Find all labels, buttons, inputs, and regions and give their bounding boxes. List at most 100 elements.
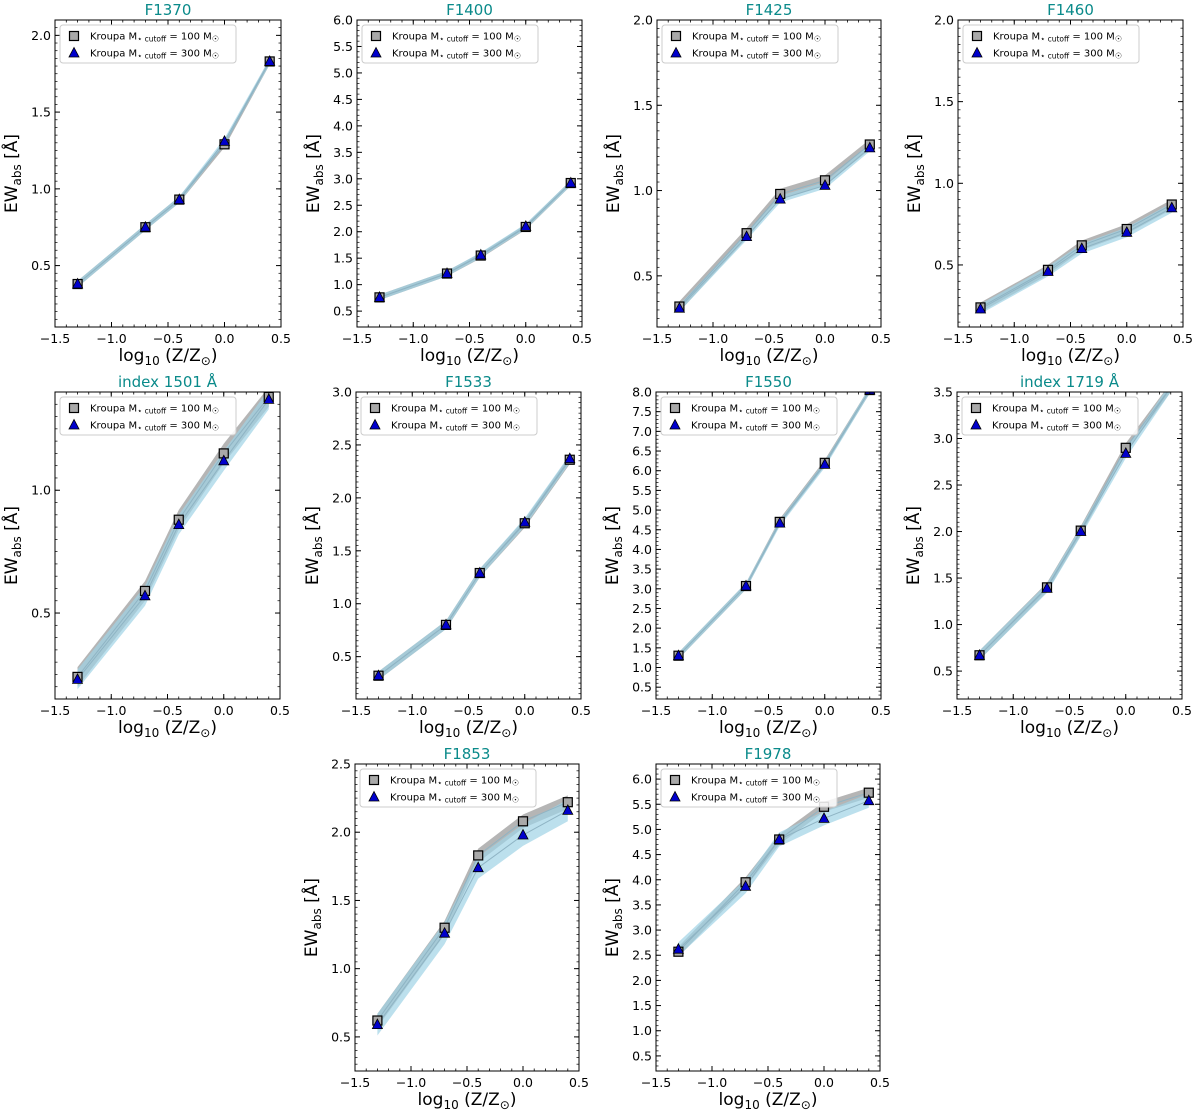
legend: Kroupa M⋆ cutoff = 100 M☉ Kroupa M⋆ cutof… — [361, 24, 539, 64]
data-point-triangle — [71, 673, 84, 684]
data-point-triangle — [818, 812, 830, 823]
x-axis-label: log10 (Z/Z⊙) — [719, 1090, 818, 1112]
series-line — [379, 182, 572, 298]
data-point-triangle — [1166, 382, 1176, 392]
y-tick-label: 2.0 — [632, 621, 652, 636]
axes-frame — [957, 19, 1184, 328]
data-point-triangle — [1120, 447, 1132, 458]
legend-triangle-icon — [368, 790, 380, 802]
x-tick-label: 0.5 — [871, 703, 891, 718]
y-tick-label: 4.5 — [632, 847, 652, 862]
y-tick-label: 1.0 — [933, 617, 953, 632]
data-point-triangle — [1166, 201, 1178, 213]
legend: Kroupa M⋆ cutoff = 100 M☉ Kroupa M⋆ cutof… — [360, 396, 538, 436]
y-tick-label: 1.5 — [633, 98, 653, 113]
x-tick-label: −1.5 — [642, 331, 672, 346]
x-tick-label: −0.5 — [1055, 331, 1085, 346]
x-tick-label: 0.5 — [1173, 331, 1193, 346]
y-tick-label: 0.5 — [332, 649, 352, 664]
data-point-triangle — [371, 1018, 384, 1029]
legend-label: Kroupa M⋆ cutoff = 100 M☉ — [390, 776, 519, 788]
data-point-triangle — [1042, 265, 1054, 276]
x-tick-label: −0.5 — [753, 1075, 783, 1090]
x-tick-label: 0.0 — [515, 703, 535, 718]
data-point-triangle — [373, 291, 386, 302]
data-point-triangle — [740, 230, 753, 242]
axes-frame — [355, 391, 582, 700]
y-tick-label: 0.5 — [633, 268, 653, 283]
y-tick-label: 2.0 — [933, 524, 953, 539]
y-tick-label: 3.5 — [632, 562, 652, 577]
legend-label: Kroupa M⋆ cutoff = 100 M☉ — [992, 404, 1121, 416]
legend-square-icon — [669, 774, 681, 786]
y-tick-label: 3.0 — [632, 923, 652, 938]
y-tick-label: 1.0 — [31, 181, 51, 196]
x-tick-label: −1.5 — [641, 1075, 671, 1090]
y-tick-label: 4.0 — [333, 118, 353, 133]
y-tick-label: 1.0 — [332, 596, 352, 611]
legend-square-icon — [370, 30, 382, 42]
x-axis-label: log10 (Z/Z⊙) — [119, 346, 218, 368]
data-point-triangle — [139, 220, 152, 232]
plot-area — [71, 392, 275, 690]
legend: Kroupa M⋆ cutoff = 100 M☉ Kroupa M⋆ cutof… — [660, 768, 838, 808]
x-tick-label: −1.0 — [397, 703, 427, 718]
y-tick-label: 1.0 — [632, 1023, 652, 1038]
series-band — [379, 180, 571, 300]
y-tick-label: 7.0 — [632, 424, 652, 439]
x-tick-label: 0.5 — [870, 1075, 890, 1090]
x-tick-label: 0.5 — [1172, 703, 1192, 718]
legend-triangle-icon — [669, 418, 681, 430]
data-point-square — [1165, 392, 1176, 393]
data-point-square — [517, 816, 529, 827]
legend-label: Kroupa M⋆ cutoff = 300 M☉ — [391, 421, 520, 433]
x-axis-label: log10 (Z/Z⊙) — [420, 346, 519, 368]
y-tick-label: 5.0 — [632, 503, 652, 518]
x-tick-label: −1.0 — [396, 1075, 426, 1090]
legend: Kroupa M⋆ cutoff = 100 M☉ Kroupa M⋆ cutof… — [661, 24, 839, 64]
y-tick-label: 0.5 — [331, 1029, 351, 1044]
data-point-triangle — [517, 828, 529, 840]
legend-square-icon — [368, 774, 380, 786]
x-tick-label: 0.5 — [270, 703, 290, 718]
x-tick-label: −0.5 — [153, 331, 183, 346]
legend-box — [660, 768, 838, 808]
y-tick-label: 2.5 — [933, 478, 953, 493]
x-tick-label: −1.5 — [943, 331, 973, 346]
y-tick-label: 8.0 — [632, 385, 652, 400]
legend-box — [961, 396, 1139, 436]
y-tick-label: 1.5 — [331, 893, 351, 908]
y-tick-label: 2.5 — [632, 948, 652, 963]
series-band — [678, 392, 870, 659]
y-tick-label: 2.0 — [633, 13, 653, 28]
x-tick-label: 0.0 — [815, 331, 835, 346]
y-tick-label: 1.5 — [332, 543, 352, 558]
y-tick-label: 3.0 — [933, 431, 953, 446]
y-tick-label: 1.0 — [632, 660, 652, 675]
x-tick-label: 0.0 — [516, 331, 536, 346]
x-tick-label: 0.0 — [815, 703, 835, 718]
x-tick-label: −1.5 — [641, 703, 671, 718]
data-point-triangle — [819, 458, 831, 469]
data-point-triangle — [218, 134, 231, 146]
data-point-triangle — [519, 515, 531, 527]
data-point-triangle — [372, 669, 385, 681]
y-tick-label: 4.5 — [333, 92, 353, 107]
panel-title: F1370 — [145, 1, 192, 19]
y-tick-label: 3.5 — [933, 385, 953, 400]
data-point-triangle — [475, 248, 487, 260]
plot-area — [71, 55, 276, 290]
y-tick-label: 5.0 — [632, 822, 652, 837]
x-tick-label: 0.5 — [271, 331, 291, 346]
data-point-triangle — [1041, 581, 1053, 593]
y-tick-label: 1.5 — [934, 94, 954, 109]
legend-label: Kroupa M⋆ cutoff = 100 M☉ — [391, 404, 520, 416]
y-tick-label: 1.5 — [632, 640, 652, 655]
panel-title: F1400 — [446, 1, 493, 19]
data-point-triangle — [173, 518, 185, 529]
data-point-triangle — [263, 393, 275, 404]
legend-label: Kroupa M⋆ cutoff = 100 M☉ — [392, 32, 521, 44]
data-point-triangle — [472, 861, 484, 873]
data-point-triangle — [438, 926, 451, 938]
series-band — [378, 454, 570, 680]
